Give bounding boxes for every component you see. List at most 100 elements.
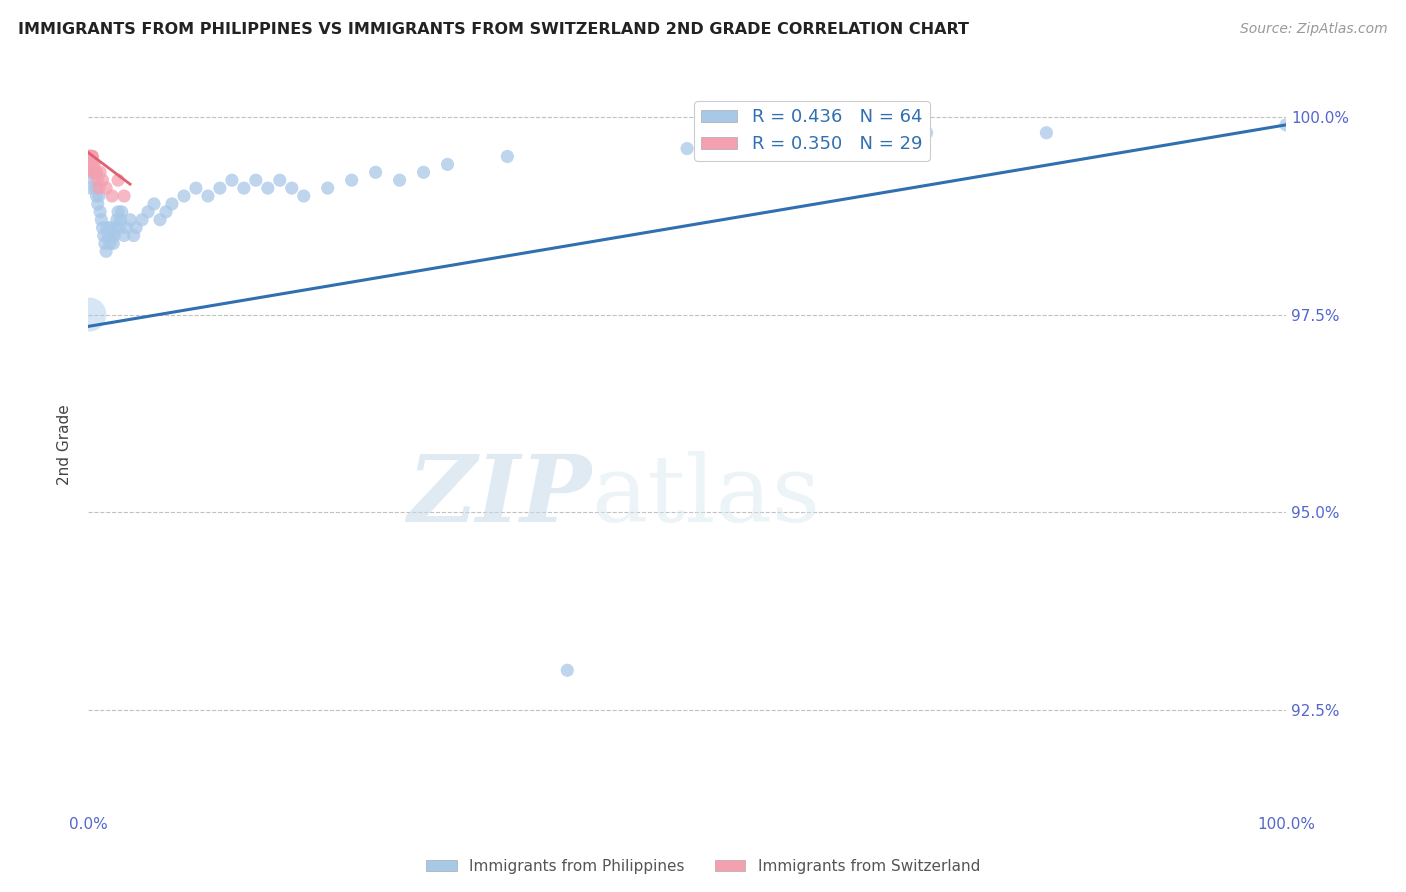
Point — [111, 204, 134, 219]
Point — [120, 212, 142, 227]
Point — [125, 220, 148, 235]
Point — [292, 189, 315, 203]
Point — [89, 165, 111, 179]
Y-axis label: 2nd Grade: 2nd Grade — [58, 405, 72, 485]
Point — [89, 204, 111, 219]
Point — [91, 220, 114, 235]
Point — [83, 173, 105, 187]
Point — [79, 181, 101, 195]
Point — [107, 173, 129, 187]
Point — [221, 173, 243, 187]
Point — [256, 181, 278, 195]
Legend: Immigrants from Philippines, Immigrants from Switzerland: Immigrants from Philippines, Immigrants … — [420, 853, 986, 880]
Text: ZIP: ZIP — [406, 451, 592, 541]
Point — [855, 134, 877, 148]
Point — [496, 149, 519, 163]
Point — [100, 220, 122, 235]
Point — [87, 181, 110, 195]
Point — [108, 220, 131, 235]
Point — [388, 173, 411, 187]
Point — [122, 228, 145, 243]
Point — [80, 149, 103, 163]
Point — [281, 181, 304, 195]
Point — [79, 149, 101, 163]
Point — [364, 165, 387, 179]
Point — [735, 142, 758, 156]
Point — [155, 204, 177, 219]
Text: Source: ZipAtlas.com: Source: ZipAtlas.com — [1240, 22, 1388, 37]
Point — [93, 228, 115, 243]
Point — [143, 197, 166, 211]
Point — [79, 149, 101, 163]
Point — [915, 126, 938, 140]
Point — [82, 157, 104, 171]
Point — [80, 149, 103, 163]
Point — [412, 165, 434, 179]
Point — [97, 228, 120, 243]
Point — [316, 181, 339, 195]
Point — [79, 149, 101, 163]
Point — [208, 181, 231, 195]
Point — [436, 157, 458, 171]
Point — [1035, 126, 1057, 140]
Point — [160, 197, 183, 211]
Point — [555, 663, 578, 677]
Point — [676, 142, 699, 156]
Point — [79, 149, 101, 163]
Point — [94, 244, 117, 259]
Point — [87, 189, 110, 203]
Point — [184, 181, 207, 195]
Point — [131, 212, 153, 227]
Point — [87, 173, 110, 187]
Point — [232, 181, 254, 195]
Point — [94, 181, 117, 195]
Point — [77, 149, 100, 163]
Point — [83, 165, 105, 179]
Point — [84, 165, 107, 179]
Point — [101, 189, 124, 203]
Point — [103, 228, 125, 243]
Point — [80, 149, 103, 163]
Point — [340, 173, 363, 187]
Point — [94, 236, 117, 251]
Point — [105, 212, 128, 227]
Point — [96, 220, 118, 235]
Point — [245, 173, 267, 187]
Point — [91, 173, 114, 187]
Text: IMMIGRANTS FROM PHILIPPINES VS IMMIGRANTS FROM SWITZERLAND 2ND GRADE CORRELATION: IMMIGRANTS FROM PHILIPPINES VS IMMIGRANT… — [18, 22, 969, 37]
Point — [90, 212, 112, 227]
Point — [86, 189, 108, 203]
Point — [115, 220, 138, 235]
Point — [80, 149, 103, 163]
Point — [82, 149, 104, 163]
Text: atlas: atlas — [592, 451, 821, 541]
Point — [80, 165, 103, 179]
Point — [79, 149, 101, 163]
Point — [101, 228, 124, 243]
Point — [77, 149, 100, 163]
Point — [98, 236, 121, 251]
Point — [110, 212, 132, 227]
Point — [136, 204, 159, 219]
Point — [1275, 118, 1298, 132]
Point — [77, 149, 100, 163]
Point — [82, 149, 104, 163]
Point — [103, 236, 125, 251]
Point — [112, 189, 135, 203]
Point — [796, 134, 818, 148]
Point — [80, 157, 103, 171]
Point — [84, 181, 107, 195]
Point — [107, 204, 129, 219]
Point — [104, 220, 127, 235]
Point — [149, 212, 172, 227]
Legend: R = 0.436   N = 64, R = 0.350   N = 29: R = 0.436 N = 64, R = 0.350 N = 29 — [695, 101, 929, 161]
Point — [197, 189, 219, 203]
Point — [87, 197, 110, 211]
Point — [82, 165, 104, 179]
Point — [79, 308, 101, 322]
Point — [83, 157, 105, 171]
Point — [173, 189, 195, 203]
Point — [112, 228, 135, 243]
Point — [86, 165, 108, 179]
Point — [79, 149, 101, 163]
